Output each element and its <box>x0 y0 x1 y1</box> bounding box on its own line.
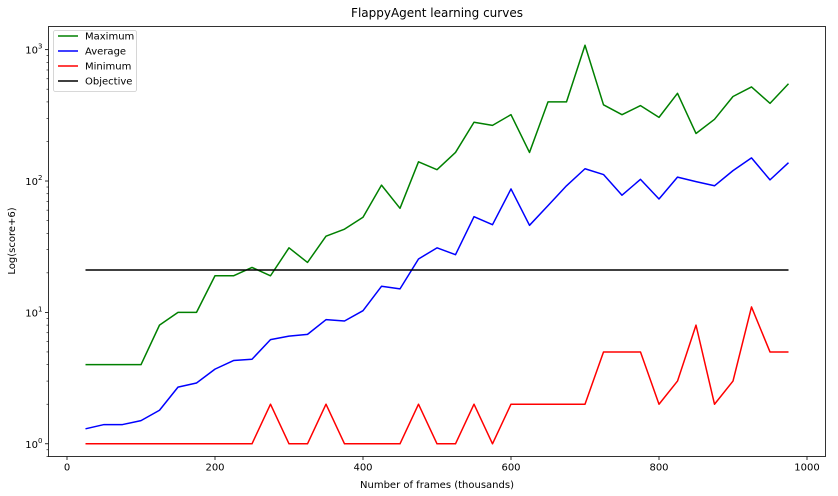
x-tick-label: 600 <box>501 463 520 474</box>
series-line-average <box>85 157 790 430</box>
legend: Maximum Average Minimum Objective <box>53 30 137 92</box>
legend-label-minimum: Minimum <box>85 62 131 73</box>
y-tick-label: 103 <box>25 43 42 57</box>
legend-label-objective: Objective <box>85 77 132 88</box>
y-axis-ticks: 100 101 102 103 <box>25 43 49 457</box>
series-line-minimum <box>85 306 789 445</box>
series-layer <box>85 44 790 445</box>
chart-title: FlappyAgent learning curves <box>351 6 523 20</box>
series-line-maximum <box>85 44 790 366</box>
legend-label-maximum: Maximum <box>85 32 134 43</box>
plot-frame <box>48 26 826 457</box>
y-tick-label: 102 <box>25 174 42 188</box>
legend-frame <box>53 30 137 92</box>
x-tick-label: 200 <box>205 463 224 474</box>
x-tick-label: 1000 <box>794 463 819 474</box>
legend-label-average: Average <box>85 47 126 58</box>
legend-items: Maximum Average Minimum Objective <box>58 32 134 88</box>
y-axis-title: Log(score+6) <box>7 207 18 274</box>
y-tick-label: 100 <box>25 437 42 451</box>
x-tick-label: 800 <box>649 463 668 474</box>
y-tick-label: 101 <box>25 305 42 319</box>
x-axis-ticks: 0 200 400 600 800 1000 <box>64 456 820 474</box>
x-tick-label: 0 <box>64 463 70 474</box>
x-axis-title: Number of frames (thousands) <box>360 480 514 491</box>
x-tick-label: 400 <box>353 463 372 474</box>
